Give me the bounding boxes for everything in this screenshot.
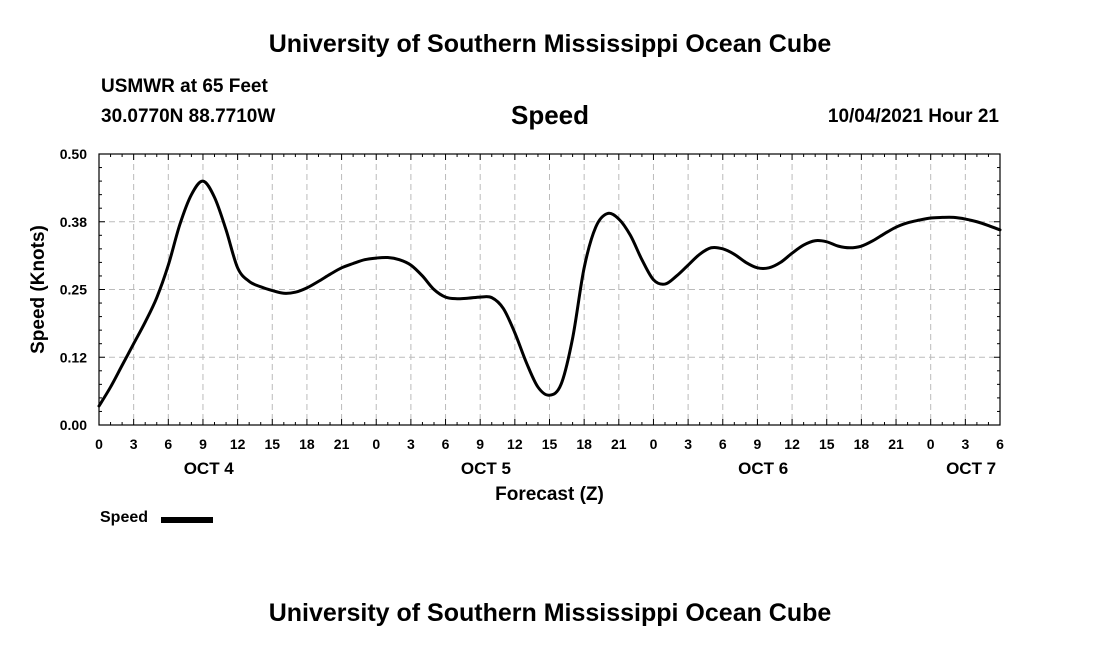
x-tick-label: 15	[264, 436, 280, 452]
page-title: University of Southern Mississippi Ocean…	[268, 30, 832, 58]
x-tick-label: 6	[164, 436, 172, 452]
x-tick-label: 15	[542, 436, 558, 452]
x-axis-label: Forecast (Z)	[495, 484, 604, 505]
y-tick-label: 0.12	[60, 349, 87, 365]
x-tick-label: 18	[299, 436, 315, 452]
x-tick-label: 9	[199, 436, 207, 452]
x-tick-label: 12	[507, 436, 523, 452]
footer-title: University of Southern Mississippi Ocean…	[268, 599, 832, 627]
x-tick-label: 0	[650, 436, 658, 452]
y-tick-label: 0.25	[60, 282, 87, 298]
x-tick-label: 12	[230, 436, 246, 452]
x-tick-label: 21	[888, 436, 904, 452]
x-tick-label: 21	[334, 436, 350, 452]
y-tick-label: 0.50	[60, 146, 87, 162]
x-tick-label: 9	[476, 436, 484, 452]
x-day-label: OCT 6	[738, 459, 788, 478]
station-coordinates: 30.0770N 88.7710W	[101, 106, 276, 127]
x-tick-label: 3	[407, 436, 415, 452]
legend-swatch	[161, 517, 213, 523]
legend-label: Speed	[100, 509, 149, 526]
x-tick-label: 18	[576, 436, 592, 452]
x-tick-label: 0	[372, 436, 380, 452]
y-tick-label: 0.00	[60, 417, 87, 433]
x-tick-label: 6	[442, 436, 450, 452]
speed-series-line	[97, 179, 1002, 408]
x-tick-label: 9	[754, 436, 762, 452]
y-axis-label: Speed (Knots)	[28, 225, 49, 354]
forecast-datetime: 10/04/2021 Hour 21	[827, 106, 999, 127]
chart-title: Speed	[510, 100, 590, 130]
x-tick-label: 6	[996, 436, 1004, 452]
x-day-label: OCT 5	[461, 459, 511, 478]
x-tick-label: 21	[611, 436, 627, 452]
station-name: USMWR at 65 Feet	[101, 76, 268, 97]
x-tick-label: 12	[784, 436, 800, 452]
x-day-label: OCT 7	[946, 459, 996, 478]
x-tick-label: 18	[854, 436, 870, 452]
x-tick-label: 15	[819, 436, 835, 452]
x-day-label: OCT 4	[184, 459, 235, 478]
x-tick-label: 0	[927, 436, 935, 452]
x-tick-label: 3	[961, 436, 969, 452]
x-tick-label: 3	[130, 436, 138, 452]
x-tick-label: 0	[95, 436, 103, 452]
y-tick-label: 0.38	[60, 214, 87, 230]
x-tick-label: 3	[684, 436, 692, 452]
x-tick-label: 6	[719, 436, 727, 452]
plot-frame	[98, 153, 1001, 426]
